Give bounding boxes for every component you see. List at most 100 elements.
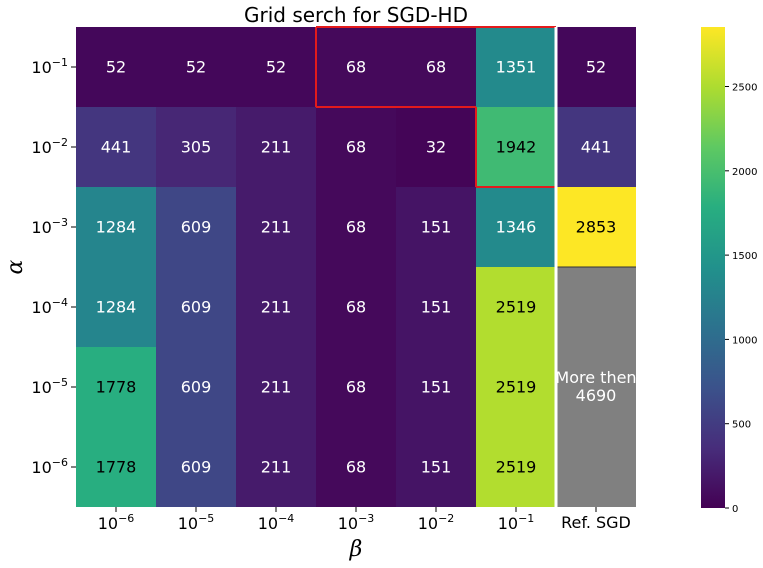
colorbar-tick-label: 1500	[732, 251, 757, 262]
heatmap-cell-label: 1778	[96, 378, 137, 397]
x-tick-label: 10−4	[258, 512, 295, 533]
ref-cell-label: 2853	[576, 218, 617, 237]
heatmap-cell	[396, 347, 476, 427]
heatmap-cell	[476, 187, 556, 267]
heatmap-cell	[236, 187, 316, 267]
heatmap-cell-label: 32	[426, 138, 446, 157]
heatmap-cell-label: 52	[266, 58, 286, 77]
heatmap-cell	[316, 427, 396, 507]
heatmap-cell	[476, 347, 556, 427]
heatmap-cell	[396, 27, 476, 107]
x-tick-label-ref: Ref. SGD	[561, 513, 631, 532]
heatmap-cell	[156, 427, 236, 507]
heatmap-cell	[476, 427, 556, 507]
heatmap-cell-label: 1284	[96, 218, 137, 237]
heatmap-cell-label: 211	[261, 218, 292, 237]
heatmap-cell	[76, 107, 156, 187]
heatmap-cells: 52 52 52 68 68 1351 441 305 211 68 32 1942 1284 609 21…	[76, 27, 637, 507]
heatmap-cell	[236, 107, 316, 187]
heatmap-cell-label: 151	[421, 218, 452, 237]
heatmap-cell	[76, 267, 156, 347]
colorbar-tick-label: 2000	[732, 167, 757, 178]
heatmap-cell	[236, 347, 316, 427]
heatmap-cell	[76, 27, 156, 107]
heatmap-cell-label: 1351	[496, 58, 537, 77]
heatmap-cell-label: 68	[346, 458, 366, 477]
heatmap-cell-label: 2519	[496, 378, 537, 397]
heatmap-cell-label: 2519	[496, 298, 537, 317]
colorbar-tick-label: 500	[732, 420, 751, 431]
heatmap-cell-label: 68	[346, 58, 366, 77]
ref-cell	[556, 107, 636, 187]
heatmap-cell	[76, 347, 156, 427]
colorbar-tick-label: 2500	[732, 83, 757, 94]
heatmap-cell-label: 1284	[96, 298, 137, 317]
y-tick-label: 10−2	[31, 136, 68, 157]
heatmap-cell	[236, 267, 316, 347]
heatmap-cell-label: 305	[181, 138, 212, 157]
heatmap-cell-label: 68	[346, 138, 366, 157]
ref-overflow-cell-label: More then 4690	[555, 368, 636, 405]
heatmap-cell-label: 211	[261, 138, 292, 157]
colorbar	[701, 27, 725, 508]
heatmap-cell-label: 68	[346, 218, 366, 237]
x-axis-label: β	[349, 537, 363, 562]
colorbar-tick-label: 0	[732, 504, 738, 515]
heatmap-cell	[476, 267, 556, 347]
x-tick-label: 10−5	[178, 512, 215, 533]
heatmap-cell-label: 609	[181, 218, 212, 237]
heatmap-cell	[156, 107, 236, 187]
x-tick-label: 10−3	[338, 512, 375, 533]
x-tick-label: 10−2	[418, 512, 455, 533]
ref-cell-label: 441	[581, 138, 612, 157]
ref-cell-label: 52	[586, 58, 606, 77]
colorbar-tick-label: 1000	[732, 335, 757, 346]
heatmap-cell-label: 52	[106, 58, 126, 77]
heatmap-cell	[316, 107, 396, 187]
heatmap-cell	[396, 267, 476, 347]
heatmap-cell-label: 1778	[96, 458, 137, 477]
heatmap-cell	[476, 27, 556, 107]
ref-overflow-cell	[556, 267, 636, 507]
y-tick-label: 10−4	[31, 296, 68, 317]
heatmap-cell	[156, 347, 236, 427]
x-tick-labels: 10−6 10−5 10−4 10−3 10−2 10−1 Ref. SGD	[98, 507, 631, 533]
heatmap-cell-label: 68	[426, 58, 446, 77]
heatmap-cell-label: 211	[261, 458, 292, 477]
heatmap-cell-label: 609	[181, 378, 212, 397]
heatmap-cell-label: 609	[181, 458, 212, 477]
heatmap-cell	[76, 187, 156, 267]
chart-title: Grid serch for SGD-HD	[244, 3, 468, 27]
heatmap-cell-label: 1942	[496, 138, 537, 157]
heatmap-cell-label: 68	[346, 298, 366, 317]
heatmap-cell	[396, 107, 476, 187]
heatmap-cell	[156, 267, 236, 347]
heatmap-cell	[236, 27, 316, 107]
heatmap-cell-label: 441	[101, 138, 132, 157]
y-tick-label: 10−3	[31, 216, 68, 237]
heatmap-cell	[156, 187, 236, 267]
x-tick-label: 10−1	[498, 512, 535, 533]
heatmap-cell	[476, 107, 556, 187]
heatmap-cell-label: 151	[421, 378, 452, 397]
colorbar-ticks: 0 500 1000 1500 2000 2500	[725, 83, 757, 515]
heatmap-cell	[396, 187, 476, 267]
heatmap-cell	[396, 427, 476, 507]
heatmap-cell	[316, 27, 396, 107]
heatmap-cell	[236, 427, 316, 507]
x-tick-label: 10−6	[98, 512, 135, 533]
heatmap-cell-label: 151	[421, 458, 452, 477]
y-tick-label: 10−6	[31, 456, 68, 477]
heatmap-cell	[316, 267, 396, 347]
y-tick-labels: 10−1 10−2 10−3 10−4 10−5 10−6	[31, 56, 76, 477]
heatmap-cell	[316, 347, 396, 427]
heatmap-cell-label: 1346	[496, 218, 537, 237]
y-tick-label: 10−5	[31, 376, 68, 397]
heatmap-cell	[76, 427, 156, 507]
heatmap-cell-label: 211	[261, 298, 292, 317]
heatmap-cell	[316, 187, 396, 267]
y-axis-label: α	[3, 259, 28, 274]
heatmap-cell-label: 609	[181, 298, 212, 317]
heatmap-cell-label: 151	[421, 298, 452, 317]
